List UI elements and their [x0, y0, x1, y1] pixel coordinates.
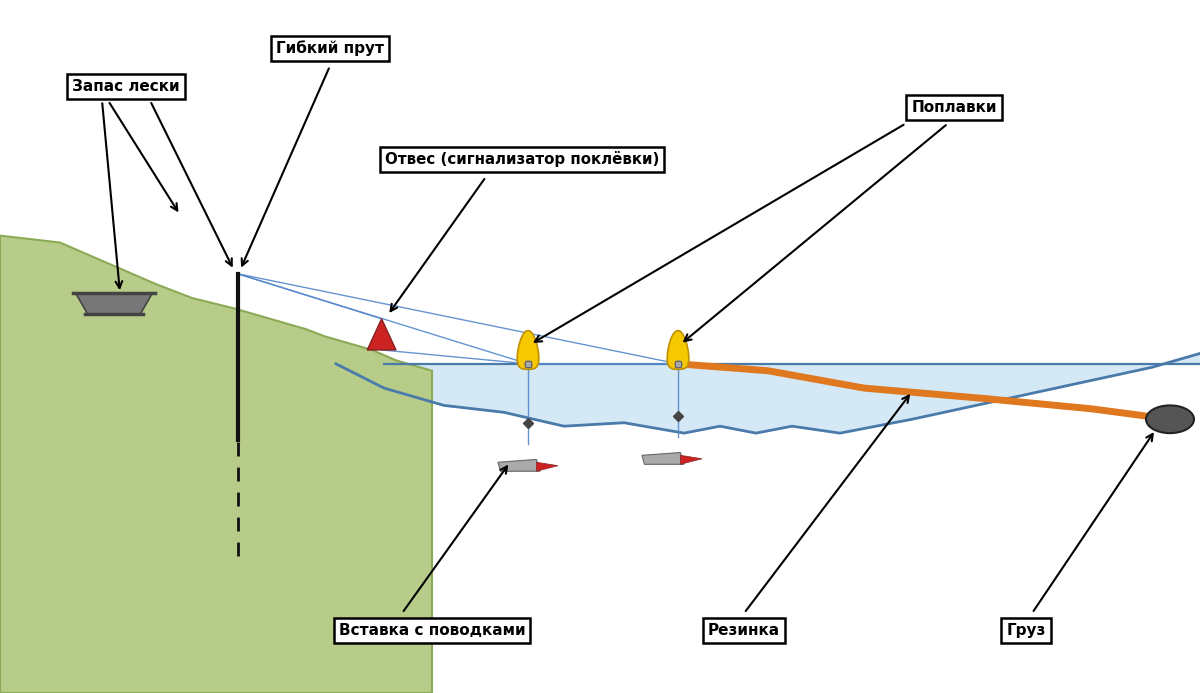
Text: Поплавки: Поплавки: [911, 100, 997, 115]
Polygon shape: [336, 353, 1200, 433]
Text: Отвес (сигнализатор поклёвки): Отвес (сигнализатор поклёвки): [385, 151, 659, 168]
Polygon shape: [667, 331, 689, 369]
Text: Резинка: Резинка: [708, 623, 780, 638]
Text: Вставка с поводками: Вставка с поводками: [338, 623, 526, 638]
Text: Запас лески: Запас лески: [72, 79, 180, 94]
Polygon shape: [367, 319, 396, 350]
Text: Груз: Груз: [1007, 623, 1045, 638]
Polygon shape: [76, 293, 152, 314]
Circle shape: [1146, 405, 1194, 433]
Polygon shape: [536, 462, 558, 471]
Polygon shape: [680, 455, 702, 464]
Polygon shape: [642, 453, 684, 464]
Polygon shape: [517, 331, 539, 369]
Polygon shape: [498, 459, 540, 471]
Polygon shape: [0, 236, 432, 693]
Text: Гибкий прут: Гибкий прут: [276, 41, 384, 56]
